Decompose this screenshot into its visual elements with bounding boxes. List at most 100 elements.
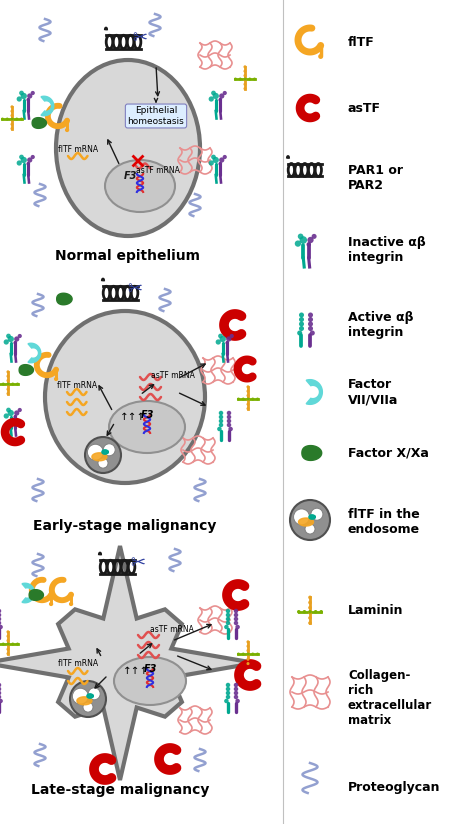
Circle shape: [211, 155, 216, 159]
Circle shape: [227, 419, 231, 424]
Circle shape: [310, 330, 315, 335]
Circle shape: [244, 77, 246, 81]
Circle shape: [305, 524, 315, 534]
Circle shape: [226, 683, 230, 687]
Text: Inactive αβ
integrin: Inactive αβ integrin: [348, 236, 426, 264]
Circle shape: [7, 370, 9, 373]
Circle shape: [224, 625, 228, 630]
Circle shape: [246, 662, 249, 665]
Circle shape: [20, 93, 27, 99]
Circle shape: [213, 157, 219, 163]
Circle shape: [234, 609, 238, 613]
Circle shape: [229, 334, 234, 338]
Polygon shape: [0, 546, 255, 780]
Circle shape: [223, 91, 227, 95]
Circle shape: [311, 234, 317, 239]
Circle shape: [219, 410, 223, 415]
Ellipse shape: [45, 311, 205, 483]
Ellipse shape: [109, 401, 185, 453]
Circle shape: [226, 695, 230, 700]
Circle shape: [18, 408, 22, 412]
Ellipse shape: [114, 657, 186, 705]
Circle shape: [236, 625, 240, 630]
Circle shape: [224, 699, 228, 703]
Circle shape: [219, 414, 223, 419]
Text: Factor
VII/VIIa: Factor VII/VIIa: [348, 378, 398, 406]
Circle shape: [11, 382, 14, 386]
Circle shape: [308, 606, 312, 610]
Circle shape: [4, 339, 9, 344]
Circle shape: [7, 652, 9, 655]
Text: Proteoglycan: Proteoglycan: [348, 780, 440, 794]
Text: PAR1 or
PAR2: PAR1 or PAR2: [348, 164, 403, 192]
Circle shape: [302, 610, 306, 614]
Polygon shape: [32, 118, 46, 129]
Circle shape: [0, 616, 1, 621]
Circle shape: [4, 414, 9, 419]
Circle shape: [307, 242, 311, 246]
Circle shape: [2, 382, 5, 386]
Circle shape: [17, 161, 22, 166]
Circle shape: [246, 658, 249, 661]
Circle shape: [20, 157, 27, 163]
Circle shape: [49, 602, 53, 606]
Circle shape: [7, 644, 9, 646]
Circle shape: [298, 233, 303, 239]
Text: flTF mRNA: flTF mRNA: [58, 659, 98, 668]
Circle shape: [211, 91, 216, 96]
Circle shape: [246, 653, 249, 657]
Circle shape: [0, 691, 1, 695]
Circle shape: [300, 236, 307, 244]
Circle shape: [7, 383, 9, 386]
Text: Factor X/Xa: Factor X/Xa: [348, 447, 429, 460]
Circle shape: [308, 616, 312, 620]
Circle shape: [8, 336, 14, 342]
Circle shape: [299, 312, 304, 317]
Circle shape: [244, 82, 246, 86]
Text: asTF mRNA: asTF mRNA: [136, 166, 180, 175]
Circle shape: [246, 394, 249, 397]
Circle shape: [20, 118, 23, 120]
Circle shape: [7, 375, 9, 377]
Circle shape: [0, 609, 1, 613]
Circle shape: [27, 157, 32, 162]
Circle shape: [0, 695, 1, 700]
Circle shape: [223, 155, 227, 159]
Circle shape: [7, 382, 9, 386]
Circle shape: [234, 616, 238, 621]
Circle shape: [246, 649, 249, 652]
Circle shape: [226, 686, 230, 691]
Circle shape: [219, 162, 222, 166]
Circle shape: [6, 334, 11, 339]
Polygon shape: [19, 365, 34, 376]
Circle shape: [14, 336, 19, 342]
Circle shape: [70, 681, 106, 717]
Circle shape: [218, 334, 223, 339]
Text: Epithelial
homeostasis: Epithelial homeostasis: [128, 106, 184, 126]
Circle shape: [242, 397, 245, 400]
Circle shape: [308, 317, 313, 322]
Circle shape: [7, 634, 9, 638]
Text: Normal epithelium: Normal epithelium: [55, 249, 201, 263]
Circle shape: [227, 410, 231, 415]
Polygon shape: [306, 380, 322, 405]
Circle shape: [0, 620, 1, 625]
Text: Early-stage malignancy: Early-stage malignancy: [33, 519, 217, 533]
Circle shape: [228, 427, 233, 431]
Circle shape: [7, 643, 9, 646]
Circle shape: [297, 330, 302, 335]
Ellipse shape: [105, 160, 175, 212]
Circle shape: [31, 155, 35, 159]
Text: ↑↑↑: ↑↑↑: [120, 412, 146, 422]
Circle shape: [256, 653, 259, 656]
Text: ✂: ✂: [130, 554, 146, 572]
Circle shape: [318, 54, 323, 59]
Text: asTF: asTF: [348, 101, 381, 115]
Circle shape: [295, 241, 301, 246]
Circle shape: [13, 341, 17, 344]
Circle shape: [219, 98, 222, 101]
Circle shape: [31, 91, 35, 95]
Text: Collagen-
rich
extracellular
matrix: Collagen- rich extracellular matrix: [348, 669, 432, 727]
Circle shape: [217, 427, 222, 431]
Circle shape: [308, 326, 313, 331]
